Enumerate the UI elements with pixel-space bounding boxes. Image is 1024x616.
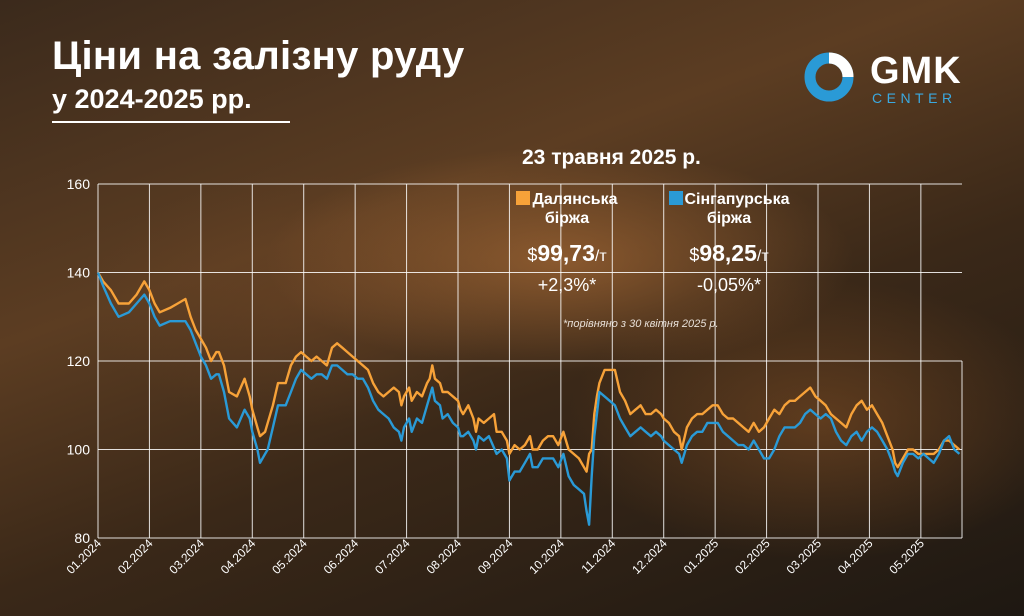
logo-subtext: CENTER (872, 90, 957, 106)
y-tick-label: 160 (67, 176, 91, 192)
singapore-price: $98,25/т (689, 240, 769, 266)
x-tick-label: 03.2025 (784, 536, 825, 577)
x-tick-label: 10.2024 (526, 536, 567, 577)
singapore-change: -0,05%* (696, 275, 762, 295)
chart-subtitle: у 2024-2025 рр. (52, 84, 290, 123)
singapore-swatch (668, 191, 683, 205)
x-tick-label: 02.2024 (115, 536, 156, 577)
dalian-change: +2,3%* (537, 275, 597, 295)
legend-dalian: Далянська біржа $99,73/т +2,3%* (492, 190, 642, 296)
x-tick-label: 04.2025 (835, 536, 876, 577)
dalian-label-line2: біржа (544, 210, 590, 227)
series-line-singapore (96, 272, 961, 526)
singapore-label-line2: біржа (706, 210, 752, 227)
x-tick-label: 12.2024 (629, 536, 670, 577)
x-tick-label: 07.2024 (372, 536, 413, 577)
x-tick-label: 06.2024 (321, 536, 362, 577)
y-tick-label: 100 (67, 442, 91, 458)
x-tick-label: 01.2025 (681, 536, 722, 577)
comparison-note: *порівняно з 30 квітня 2025 р. (563, 318, 719, 330)
x-tick-label: 09.2024 (475, 536, 516, 577)
dalian-label-line1: Далянська (532, 191, 618, 208)
x-tick-label: 11.2024 (578, 536, 618, 576)
y-tick-label: 80 (74, 530, 90, 546)
x-tick-label: 08.2024 (424, 536, 465, 577)
logo-text: GMK (870, 50, 962, 92)
y-tick-label: 140 (67, 265, 91, 281)
dalian-swatch (516, 191, 531, 205)
series-line-dalian (96, 271, 961, 473)
x-tick-label: 02.2025 (732, 536, 773, 577)
singapore-label-line1: Сінгапурська (684, 191, 790, 208)
gmk-center-logo: GMK CENTER (802, 50, 982, 110)
x-tick-label: 03.2024 (166, 536, 207, 577)
chart-title: Ціни на залізну руду (52, 34, 465, 78)
dalian-price: $99,73/т (527, 240, 607, 266)
x-tick-label: 05.2024 (269, 536, 310, 577)
legend-singapore: Сінгапурська біржа $98,25/т -0,05%* (644, 190, 814, 296)
logo-ring-icon (804, 52, 854, 102)
x-tick-label: 05.2025 (886, 536, 927, 577)
x-tick-label: 04.2024 (218, 536, 259, 577)
summary-date: 23 травня 2025 р. (522, 146, 701, 169)
y-tick-label: 120 (67, 353, 91, 369)
